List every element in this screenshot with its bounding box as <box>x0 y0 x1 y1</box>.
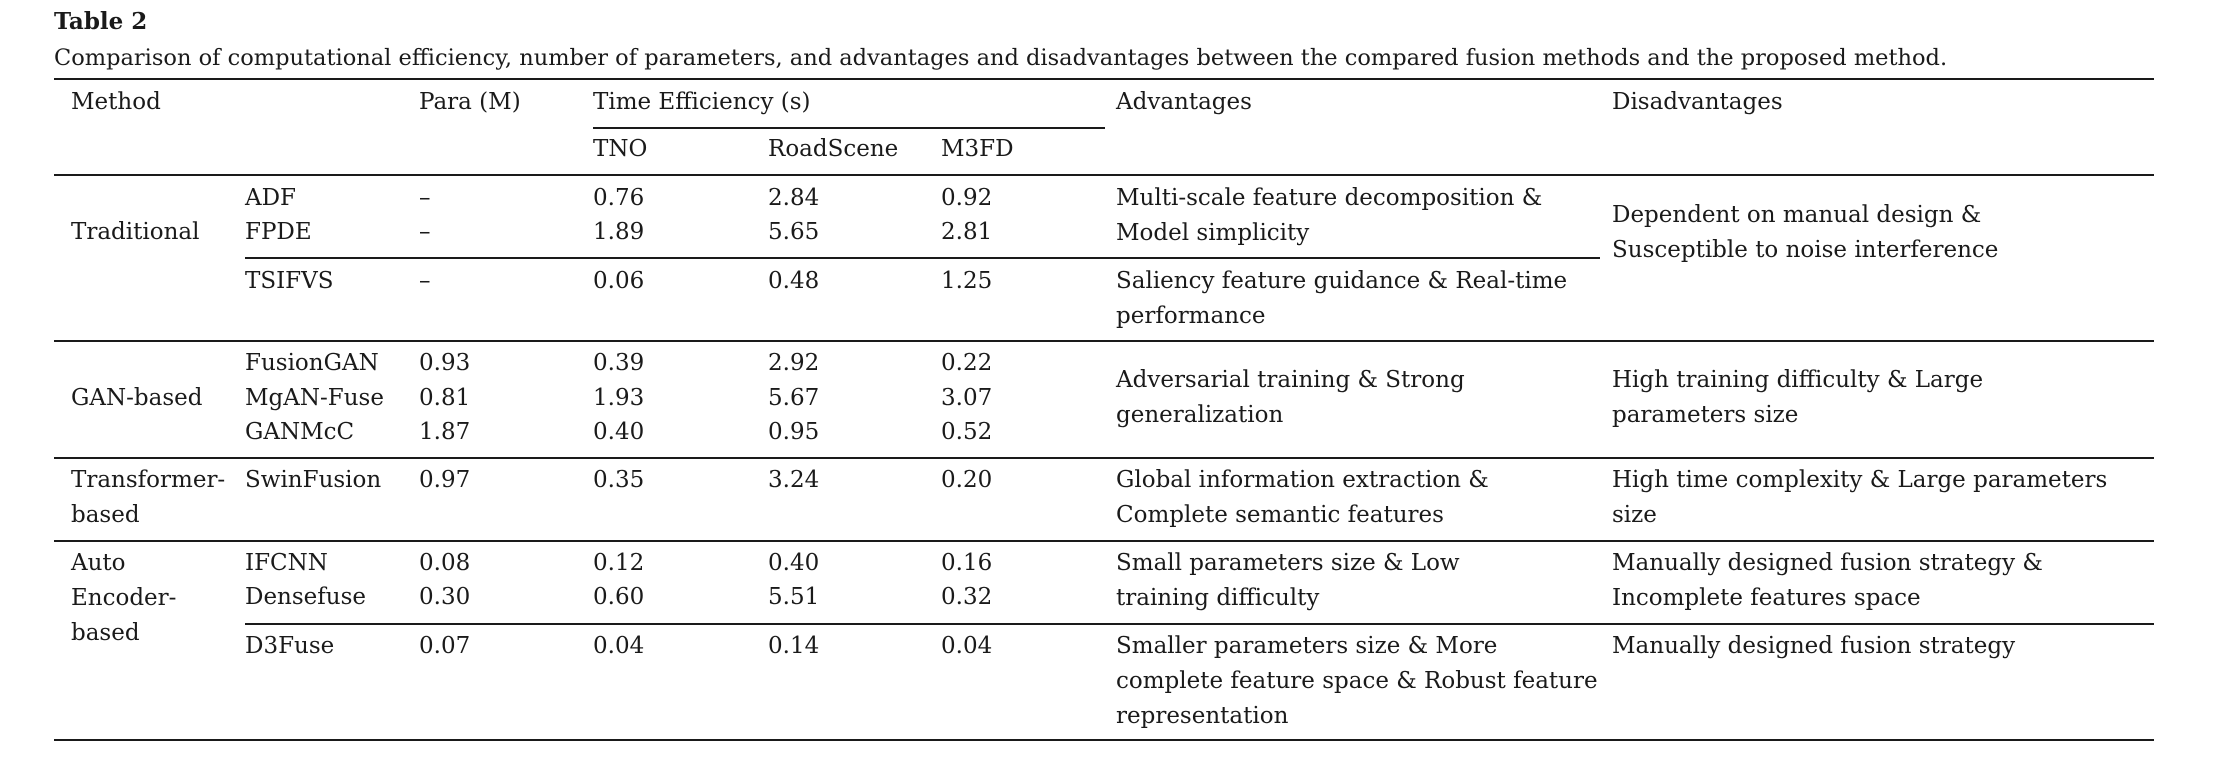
row-mganfuse-para: 0.81 <box>419 385 471 411</box>
header-advantages: Advantages <box>1116 89 1252 115</box>
row-ifcnn-tno: 0.12 <box>593 550 645 576</box>
row-tsifvs-name: TSIFVS <box>245 268 334 294</box>
row-adf-m3fd: 0.92 <box>941 185 993 211</box>
row-ifcnn-roadscene: 0.40 <box>768 550 820 576</box>
group-traditional: Traditional <box>71 219 200 245</box>
row-adf-name: ADF <box>245 185 297 211</box>
header-m3fd: M3FD <box>941 136 1014 162</box>
row-ganmcc-name: GANMcC <box>245 419 355 445</box>
row-mganfuse-tno: 1.93 <box>593 385 645 411</box>
row-mganfuse-name: MgAN-Fuse <box>245 385 384 411</box>
row-fusiongan-m3fd: 0.22 <box>941 350 993 376</box>
row-tsifvs-tno: 0.06 <box>593 268 645 294</box>
traditional-inner-rule <box>245 257 1600 259</box>
header-method: Method <box>71 89 161 115</box>
header-tno: TNO <box>593 136 648 162</box>
top-rule <box>54 78 2154 80</box>
row-densefuse-roadscene: 5.51 <box>768 584 820 610</box>
row-densefuse-m3fd: 0.32 <box>941 584 993 610</box>
row-ganmcc-roadscene: 0.95 <box>768 419 820 445</box>
row-fusiongan-roadscene: 2.92 <box>768 350 820 376</box>
row-d3fuse-tno: 0.04 <box>593 633 645 659</box>
disadvantages-swinfusion: High time complexity & Large parameters … <box>1612 467 2108 528</box>
row-fusiongan-tno: 0.39 <box>593 350 645 376</box>
advantages-d3fuse: Smaller parameters size & More complete … <box>1116 633 1598 729</box>
row-d3fuse-name: D3Fuse <box>245 633 335 659</box>
table-caption: Comparison of computational efficiency, … <box>54 45 1948 71</box>
header-bottom-rule <box>54 174 2154 176</box>
row-ganmcc-m3fd: 0.52 <box>941 419 993 445</box>
group-gan-based: GAN-based <box>71 385 203 411</box>
advantages-gan: Adversarial training & Strong generaliza… <box>1116 367 1465 428</box>
time-efficiency-rule <box>593 127 1105 129</box>
row-mganfuse-roadscene: 5.67 <box>768 385 820 411</box>
advantages-ifcnn-densefuse: Small parameters size & Low training dif… <box>1116 550 1460 611</box>
row-densefuse-tno: 0.60 <box>593 584 645 610</box>
row-fpde-para: – <box>419 219 431 245</box>
row-densefuse-name: Densefuse <box>245 584 367 610</box>
row-adf-tno: 0.76 <box>593 185 645 211</box>
bottom-rule <box>54 739 2154 741</box>
row-swinfusion-m3fd: 0.20 <box>941 467 993 493</box>
header-roadscene: RoadScene <box>768 136 899 162</box>
group-autoencoder-based: Auto Encoder- based <box>71 550 177 646</box>
traditional-bottom-rule <box>54 340 2154 342</box>
row-mganfuse-m3fd: 3.07 <box>941 385 993 411</box>
row-d3fuse-roadscene: 0.14 <box>768 633 820 659</box>
gan-bottom-rule <box>54 457 2154 459</box>
row-fpde-m3fd: 2.81 <box>941 219 993 245</box>
row-adf-para: – <box>419 185 431 211</box>
row-fusiongan-name: FusionGAN <box>245 350 379 376</box>
row-swinfusion-tno: 0.35 <box>593 467 645 493</box>
row-ifcnn-m3fd: 0.16 <box>941 550 993 576</box>
autoencoder-inner-rule <box>245 623 2154 625</box>
row-swinfusion-roadscene: 3.24 <box>768 467 820 493</box>
disadvantages-gan: High training difficulty & Large paramet… <box>1612 367 1984 428</box>
row-tsifvs-m3fd: 1.25 <box>941 268 993 294</box>
disadvantages-traditional: Dependent on manual design & Susceptible… <box>1612 202 1999 263</box>
transformer-bottom-rule <box>54 540 2154 542</box>
row-swinfusion-para: 0.97 <box>419 467 471 493</box>
row-densefuse-para: 0.30 <box>419 584 471 610</box>
row-fpde-roadscene: 5.65 <box>768 219 820 245</box>
row-swinfusion-name: SwinFusion <box>245 467 382 493</box>
row-adf-roadscene: 2.84 <box>768 185 820 211</box>
advantages-adf-fpde: Multi-scale feature decomposition & Mode… <box>1116 185 1543 246</box>
row-d3fuse-para: 0.07 <box>419 633 471 659</box>
row-d3fuse-m3fd: 0.04 <box>941 633 993 659</box>
group-transformer-based: Transformer- based <box>71 467 226 528</box>
row-tsifvs-para: – <box>419 268 431 294</box>
row-fusiongan-para: 0.93 <box>419 350 471 376</box>
header-disadvantages: Disadvantages <box>1612 89 1783 115</box>
disadvantages-d3fuse: Manually designed fusion strategy <box>1612 633 2016 659</box>
row-fpde-tno: 1.89 <box>593 219 645 245</box>
row-tsifvs-roadscene: 0.48 <box>768 268 820 294</box>
row-ganmcc-para: 1.87 <box>419 419 471 445</box>
row-fpde-name: FPDE <box>245 219 312 245</box>
header-para: Para (M) <box>419 89 521 115</box>
header-time-efficiency: Time Efficiency (s) <box>593 89 811 115</box>
advantages-swinfusion: Global information extraction & Complete… <box>1116 467 1489 528</box>
row-ganmcc-tno: 0.40 <box>593 419 645 445</box>
row-ifcnn-name: IFCNN <box>245 550 328 576</box>
advantages-tsifvs: Saliency feature guidance & Real-time pe… <box>1116 268 1568 329</box>
disadvantages-ifcnn-densefuse: Manually designed fusion strategy & Inco… <box>1612 550 2043 611</box>
table-label: Table 2 <box>54 8 148 35</box>
row-ifcnn-para: 0.08 <box>419 550 471 576</box>
